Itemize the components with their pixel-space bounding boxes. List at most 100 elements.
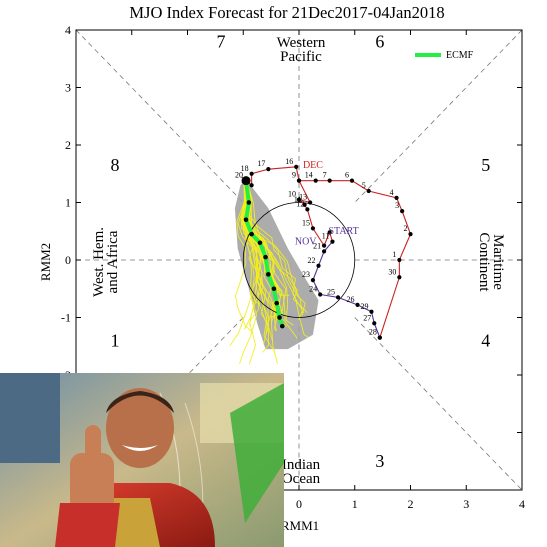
day-label: 21: [313, 241, 321, 250]
day-label: 23: [302, 270, 310, 279]
observed-point: [397, 257, 402, 263]
annotations: DEC NOV START: [295, 160, 359, 247]
region-right-line1: Maritime: [490, 234, 506, 290]
observed-point: [249, 171, 254, 176]
observed-point: [335, 295, 341, 300]
ensemble-member-line: [240, 178, 288, 327]
observed-segment: [401, 210, 412, 235]
observed-point: [310, 226, 316, 231]
observed-point: [321, 249, 327, 254]
observed-point: [305, 207, 310, 212]
observed-segment: [306, 209, 314, 229]
observed-point: [397, 275, 402, 280]
day-label: 27: [363, 313, 371, 322]
day-label: 9: [292, 171, 296, 180]
observed-point: [366, 188, 371, 194]
day-label: 29: [360, 302, 368, 311]
ensemble-mean-point: [274, 300, 280, 306]
thumbs-up-icon: [0, 373, 284, 547]
y-tick-label: 4: [65, 23, 71, 37]
region-right-line2: Continent: [476, 232, 492, 292]
y-tick-label: 3: [65, 81, 71, 95]
day-label: 2: [404, 224, 408, 233]
observed-segment: [379, 277, 400, 338]
ensemble-mean-point: [243, 217, 249, 223]
day-label: 24: [309, 285, 317, 294]
observed-segment: [317, 251, 325, 266]
phase-number: 1: [111, 330, 120, 350]
phase-number: 8: [111, 155, 120, 175]
x-tick-label: 3: [463, 497, 469, 511]
day-label: 22: [308, 256, 316, 265]
phase-number: 3: [375, 451, 384, 471]
day-label: 15: [302, 218, 310, 227]
observed-segment: [312, 265, 320, 281]
region-bottom-line1: Indian: [282, 457, 321, 473]
region-left-line2: and Africa: [105, 230, 121, 293]
ensemble-mean-point: [257, 240, 263, 246]
observed-point: [408, 232, 413, 237]
day-label: 20: [235, 171, 243, 180]
track-annotation: START: [328, 226, 358, 237]
observed-segment: [351, 180, 369, 192]
observed-segment: [323, 241, 333, 252]
observed-segment: [298, 180, 311, 203]
day-label: 6: [345, 171, 349, 180]
day-label: 10: [288, 190, 296, 199]
observed-point: [330, 239, 335, 244]
observed-point: [318, 292, 323, 297]
x-tick-label: 2: [408, 497, 414, 511]
ensemble-mean-point: [263, 254, 268, 260]
region-top-line1: Western: [277, 35, 326, 51]
day-label: 17: [257, 159, 265, 168]
observed-segment: [373, 323, 381, 338]
observed-point: [266, 167, 271, 172]
region-left-line1: West. Hem.: [91, 227, 107, 297]
day-label: 30: [388, 267, 396, 276]
day-label: 14: [305, 171, 313, 180]
y-tick-label: -1: [61, 311, 71, 325]
ensemble-mean-point: [246, 200, 252, 205]
day-label: 7: [323, 171, 327, 180]
amplitude-circle: [242, 202, 356, 318]
observed-segment: [312, 279, 321, 295]
x-tick-label: 1: [352, 497, 358, 511]
observed-point: [313, 178, 318, 183]
ensemble-mean-point: [266, 272, 271, 277]
y-tick-label: 2: [65, 138, 71, 152]
observed-point: [372, 321, 377, 326]
observed-point: [249, 183, 254, 188]
observed-segment: [320, 293, 339, 298]
day-label: 5: [362, 181, 366, 190]
day-label: 12: [296, 199, 304, 208]
legend-label: ECMF: [446, 50, 474, 61]
day-label: 13: [299, 193, 307, 202]
observed-point: [294, 164, 299, 169]
observed-point: [302, 202, 307, 207]
observed-point: [316, 263, 321, 268]
track-annotation: DEC: [303, 160, 323, 171]
x-tick-label: 0: [296, 497, 302, 511]
observed-segment: [323, 232, 331, 246]
observed-segment: [396, 197, 403, 212]
observed-point: [369, 309, 374, 314]
ensemble-mean-point: [277, 315, 282, 320]
observed-segment: [337, 296, 358, 306]
y-tick-label: 0: [65, 253, 71, 267]
diagonal-line: [354, 29, 523, 203]
observed-point: [296, 197, 302, 202]
day-label: 18: [241, 164, 249, 173]
diagonal-line: [75, 29, 244, 203]
observed-point: [327, 230, 332, 235]
observed-segment: [268, 166, 297, 170]
observed-segment: [312, 228, 325, 246]
ensemble-member-line: [235, 181, 254, 334]
phase-number: 7: [216, 31, 225, 51]
phase-number: 6: [375, 31, 384, 51]
ensemble-mean-point: [271, 286, 277, 292]
observed-segment: [295, 166, 300, 181]
x-tick-label: 4: [519, 497, 525, 511]
track-annotation: NOV: [295, 236, 317, 247]
ensemble-mean-track: [241, 176, 285, 329]
